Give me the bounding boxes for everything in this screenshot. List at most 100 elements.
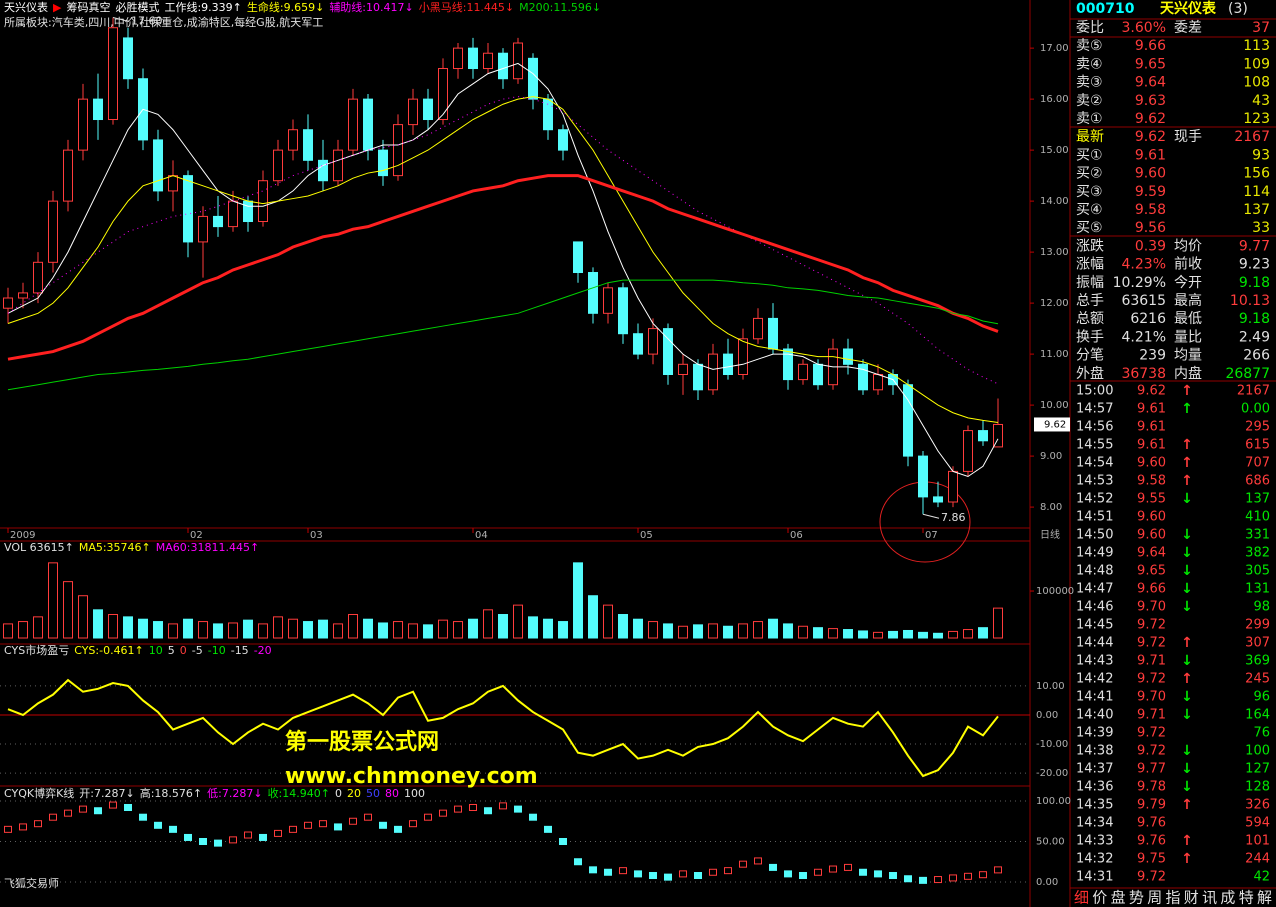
quote-cell: 委差	[1174, 20, 1202, 36]
tick-price: 9.60	[1137, 510, 1166, 525]
volume-bar	[828, 628, 838, 639]
tab[interactable]: 盘	[1111, 889, 1126, 907]
tick-arrow: ↑	[1181, 437, 1193, 453]
vol-legend: VOL 63615↑ MA5:35746↑ MA60:31811.445↑	[4, 541, 259, 555]
cyqk-candle	[94, 807, 102, 815]
tick-time: 14:40	[1076, 708, 1113, 723]
candle-body	[378, 149, 388, 177]
tick-volume: 382	[1245, 546, 1270, 561]
cyqk-candle	[274, 829, 282, 837]
tab[interactable]: 讯	[1202, 889, 1217, 907]
tab[interactable]: 解	[1257, 889, 1272, 907]
tab[interactable]: 价	[1092, 889, 1107, 907]
quote-cell: 3.60%	[1122, 20, 1166, 36]
tick-time: 14:54	[1076, 456, 1113, 471]
cyqk-candle	[364, 813, 372, 821]
tick-volume: 164	[1245, 708, 1270, 723]
cyqk-candle	[154, 821, 162, 829]
cyqk-candle	[979, 871, 987, 879]
volume-bar	[648, 621, 658, 639]
tick-volume: 128	[1245, 780, 1270, 795]
volume-bar	[573, 562, 583, 639]
tick-time: 14:33	[1076, 834, 1113, 849]
volume-bar	[18, 621, 28, 639]
cyqk-candle	[544, 825, 552, 833]
tick-price: 9.64	[1137, 546, 1166, 561]
volume-bar	[723, 625, 733, 639]
quote-cell: 9.77	[1239, 238, 1270, 254]
y-tick-label: 13.00	[1040, 247, 1069, 258]
volume-bar	[978, 627, 988, 639]
annotation-leader	[922, 513, 940, 519]
quote-cell: 9.62	[1135, 111, 1166, 127]
tick-time: 14:42	[1076, 672, 1113, 687]
cyqk-candle	[139, 813, 147, 821]
x-tick-label: 03	[310, 530, 323, 541]
tab[interactable]: 成	[1220, 889, 1235, 907]
cyqk-candle	[349, 817, 357, 825]
quote-cell: 买②	[1076, 166, 1103, 182]
cyqk-candle	[724, 867, 732, 875]
candle-body	[108, 27, 118, 121]
volume-bar	[483, 609, 493, 639]
tab[interactable]: 细	[1074, 889, 1089, 907]
tick-volume: 96	[1253, 690, 1270, 705]
tick-volume: 707	[1245, 456, 1270, 471]
volume-bar	[258, 623, 268, 639]
tab[interactable]: 财	[1184, 889, 1199, 907]
watermark: 第一股票公式网	[285, 730, 440, 755]
quote-cell: 买①	[1076, 147, 1103, 163]
y-tick-label: 0.00	[1036, 877, 1058, 888]
volume-bar	[378, 622, 388, 639]
tab[interactable]: 周	[1147, 889, 1162, 907]
candle-body	[63, 149, 73, 202]
legend-item: 80	[384, 787, 399, 800]
tick-volume: 0.00	[1241, 402, 1270, 417]
tab[interactable]: 特	[1239, 889, 1254, 907]
candle-body	[573, 241, 583, 274]
tick-arrow: ↓	[1181, 491, 1193, 507]
candle-body	[843, 348, 853, 365]
tick-volume: 100	[1245, 744, 1270, 759]
volume-bar	[753, 621, 763, 639]
y-tick-label: -10.00	[1036, 739, 1068, 750]
annotation: 17.60	[131, 15, 163, 28]
cyqk-candle	[889, 872, 897, 880]
tick-price: 9.79	[1137, 798, 1166, 813]
last-price-box	[1034, 417, 1070, 432]
tab[interactable]: 指	[1166, 889, 1181, 907]
tick-price: 9.76	[1137, 834, 1166, 849]
quote-cell: 43	[1252, 93, 1270, 109]
candle-body	[558, 129, 568, 151]
legend-item: MA60:31811.445↑	[155, 541, 260, 554]
tick-arrow: ↑	[1181, 455, 1193, 471]
tick-time: 15:00	[1076, 384, 1113, 399]
candle-body	[393, 124, 403, 177]
y-tick-label: 15.00	[1040, 145, 1069, 156]
quote-cell: 33	[1252, 220, 1270, 236]
tick-time: 14:56	[1076, 420, 1113, 435]
tick-volume: 101	[1245, 834, 1270, 849]
candle-body	[708, 353, 718, 391]
y-tick-label: 16.00	[1040, 94, 1069, 105]
cyqk-candle	[604, 868, 612, 876]
tick-price: 9.78	[1137, 780, 1166, 795]
quote-cell: 内盘	[1174, 365, 1202, 382]
candle-body	[408, 98, 418, 126]
cyqk-candle	[289, 825, 297, 833]
quote-cell: 最低	[1174, 311, 1202, 327]
volume-bar	[288, 618, 298, 639]
volume-bar	[708, 623, 718, 639]
candle-body	[423, 98, 433, 121]
tick-price: 9.61	[1137, 438, 1166, 453]
candle-body	[933, 496, 943, 503]
quote-cell: 委比	[1076, 20, 1104, 36]
quote-cell: 量比	[1174, 329, 1202, 345]
tab[interactable]: 势	[1129, 889, 1144, 907]
quote-cell: 266	[1243, 348, 1270, 364]
y-tick-label: 17.00	[1040, 43, 1069, 54]
y-tick-label: 11.00	[1040, 349, 1069, 360]
quote-cell: 2167	[1234, 129, 1270, 145]
quote-cell: 买③	[1076, 184, 1103, 200]
